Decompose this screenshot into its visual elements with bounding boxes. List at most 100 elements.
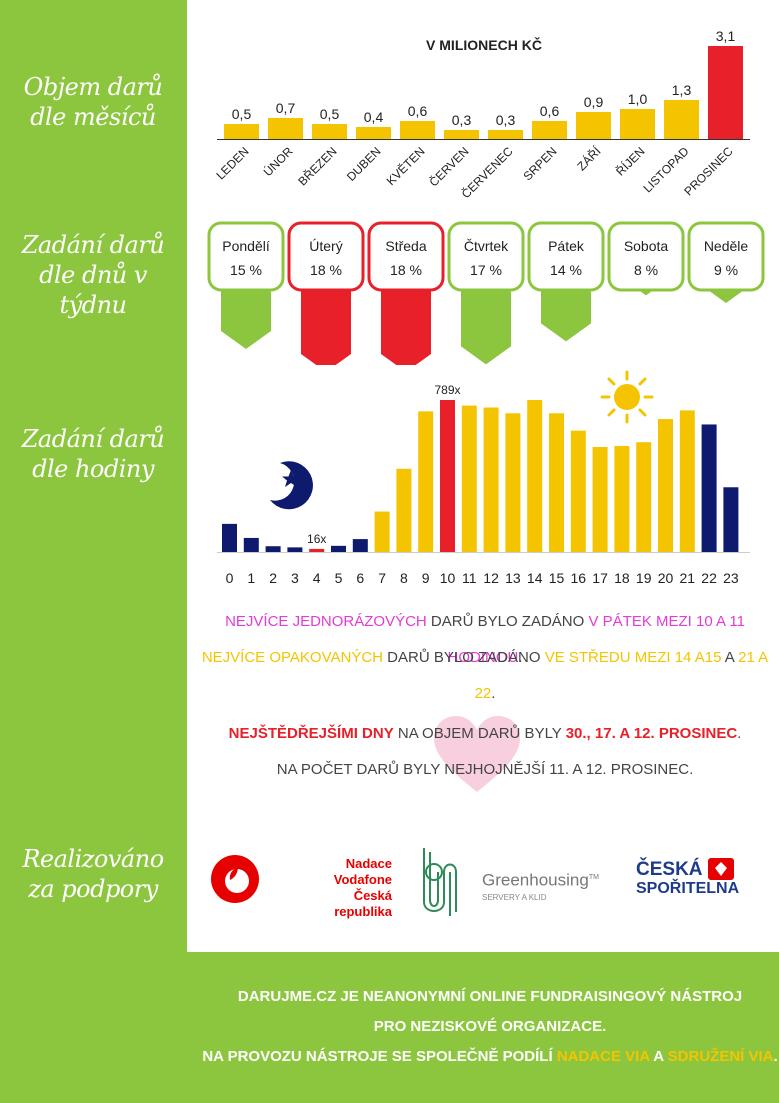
weekday-arrow xyxy=(301,290,351,365)
vodafone-line2: Vodafone xyxy=(333,872,392,887)
hourly-bar xyxy=(440,400,455,552)
hourly-bar xyxy=(287,547,303,552)
hourly-tick-label: 7 xyxy=(378,570,386,586)
hourly-bar xyxy=(243,537,259,552)
section-title-hourly: Zadání darů dle hodiny xyxy=(21,425,165,483)
footer-link-sdruzeni-via[interactable]: Sdružení VIA xyxy=(667,1048,774,1065)
footer-line3-end: . xyxy=(773,1048,778,1065)
monthly-bar xyxy=(224,124,259,139)
footer-line1: Darujme.cz je neanonymní online fundrais… xyxy=(237,988,743,1005)
greenhousing-icon xyxy=(423,848,457,916)
monthly-bar xyxy=(488,130,523,139)
weekday-percent-label: 17 % xyxy=(470,262,502,278)
monthly-value-label: 0,9 xyxy=(584,94,604,110)
weekday-arrow xyxy=(381,290,431,365)
monthly-bar xyxy=(268,118,303,139)
hourly-bar xyxy=(527,400,543,552)
footer-link-nadace-via[interactable]: Nadace VIA xyxy=(556,1048,650,1065)
hourly-bar xyxy=(658,419,673,552)
note-recurring-highlight: Nejvíce opakovaných xyxy=(201,649,383,666)
weekday-day-label: Středa xyxy=(385,238,426,254)
weekday-arrow xyxy=(461,290,511,365)
note-one-time-highlight: Nejvíce jednorázových xyxy=(225,613,427,630)
hourly-tick-label: 17 xyxy=(592,570,608,586)
hourly-bar xyxy=(570,430,586,552)
monthly-category-label: ČERVEN xyxy=(426,144,472,190)
monthly-value-label: 3,1 xyxy=(716,28,736,44)
weekday-percent-label: 15 % xyxy=(230,262,262,278)
monthly-value-label: 0,3 xyxy=(452,112,472,128)
hourly-bar xyxy=(331,545,346,552)
monthly-category-label: KVĚTEN xyxy=(383,144,428,189)
hourly-tick-label: 15 xyxy=(549,570,565,586)
hourly-tick-label: 8 xyxy=(400,570,408,586)
monthly-value-label: 0,3 xyxy=(496,112,516,128)
hourly-annotation: 789x xyxy=(434,383,460,397)
weekday-percent-label: 9 % xyxy=(714,262,738,278)
hourly-bar xyxy=(679,410,695,552)
hourly-bar xyxy=(614,446,630,552)
monthly-category-label: ÚNOR xyxy=(260,143,296,179)
footer-line3: Na provozu nástroje se společně podílí N… xyxy=(200,1042,779,1072)
monthly-bar xyxy=(664,100,699,139)
note-recurring-when: ve středu mezi 14 a15 xyxy=(544,649,722,666)
section-title-weekday: Zadání darů dle dnů v týdnu xyxy=(21,231,165,319)
hourly-bar xyxy=(505,413,521,552)
hourly-bar xyxy=(222,523,237,552)
hourly-chart: 0 1 2 3 4 5 6 7 8 9 10 11 12 13 14 15 16 17 18 19 20 21 22 2316… xyxy=(217,370,750,586)
weekday-day-label: Sobota xyxy=(624,238,669,254)
monthly-category-label: LEDEN xyxy=(213,144,251,182)
hourly-bar xyxy=(592,447,608,552)
monthly-category-label: ZÁŘÍ xyxy=(574,143,604,173)
monthly-category-label: BŘEZEN xyxy=(295,144,340,189)
monthly-bar xyxy=(532,121,567,139)
vodafone-line1: Nadace xyxy=(345,856,392,871)
weekday-day-label: Pondělí xyxy=(222,238,270,254)
hourly-tick-label: 3 xyxy=(291,570,299,586)
hourly-bar xyxy=(483,407,499,552)
monthly-bar xyxy=(312,124,347,139)
note-generous-end: . xyxy=(737,725,742,742)
weekday-percent-label: 8 % xyxy=(634,262,658,278)
hourly-bar xyxy=(549,413,564,552)
note-generous-dates: 30., 17. a 12. prosinec xyxy=(565,725,738,742)
note-one-time: Nejvíce jednorázových darů bylo zadáno v… xyxy=(200,604,770,676)
hourly-tick-label: 12 xyxy=(483,570,499,586)
note-generous-highlight: Nejštědřejšími dny xyxy=(228,725,394,742)
section-title-support: Realizováno za podpory xyxy=(22,845,164,903)
weekday-day-label: Pátek xyxy=(548,238,585,254)
section-title-monthly: Objem darů dle měsíců xyxy=(23,73,163,131)
hourly-tick-label: 4 xyxy=(313,570,321,586)
hourly-bar xyxy=(418,411,434,552)
weekday-box xyxy=(687,221,765,292)
greenhousing-tagline: SERVERY A KLID xyxy=(482,893,547,902)
hourly-bar xyxy=(723,487,739,552)
vodafone-line3: Česká republika xyxy=(334,888,392,919)
hourly-tick-label: 14 xyxy=(527,570,543,586)
monthly-bar xyxy=(620,109,655,139)
footer-line2: pro neziskové organizace. xyxy=(373,1018,607,1035)
hourly-tick-label: 5 xyxy=(335,570,343,586)
footer: Darujme.cz je neanonymní online fundrais… xyxy=(200,982,779,1072)
weekday-day-label: Neděle xyxy=(704,238,749,254)
note-recurring-when2: 21 a 22 xyxy=(474,649,769,702)
note-recurring: Nejvíce opakovaných darů bylo zadáno ve … xyxy=(200,640,770,712)
hourly-tick-label: 22 xyxy=(701,570,717,586)
weekday-box xyxy=(367,221,445,292)
note-recurring-end: . xyxy=(491,685,496,702)
hourly-bar xyxy=(461,405,477,552)
monthly-chart: V MILIONECH KČ 0,5 LEDEN 0,7 ÚNOR 0,5 BŘEZEN 0… xyxy=(213,28,750,201)
sun-icon xyxy=(600,370,654,424)
note-one-time-text: darů bylo zadáno xyxy=(426,613,589,630)
heart-icon xyxy=(434,716,520,792)
monthly-bar xyxy=(400,121,435,139)
note-recurring-text: darů bylo zadáno xyxy=(383,649,545,666)
weekday-box xyxy=(287,221,365,292)
monthly-value-label: 1,0 xyxy=(628,91,648,107)
weekday-day-label: Čtvrtek xyxy=(464,238,509,254)
hourly-tick-label: 2 xyxy=(269,570,277,586)
hourly-tick-label: 1 xyxy=(247,570,255,586)
weekday-percent-label: 14 % xyxy=(550,262,582,278)
monthly-value-label: 0,6 xyxy=(408,103,428,119)
